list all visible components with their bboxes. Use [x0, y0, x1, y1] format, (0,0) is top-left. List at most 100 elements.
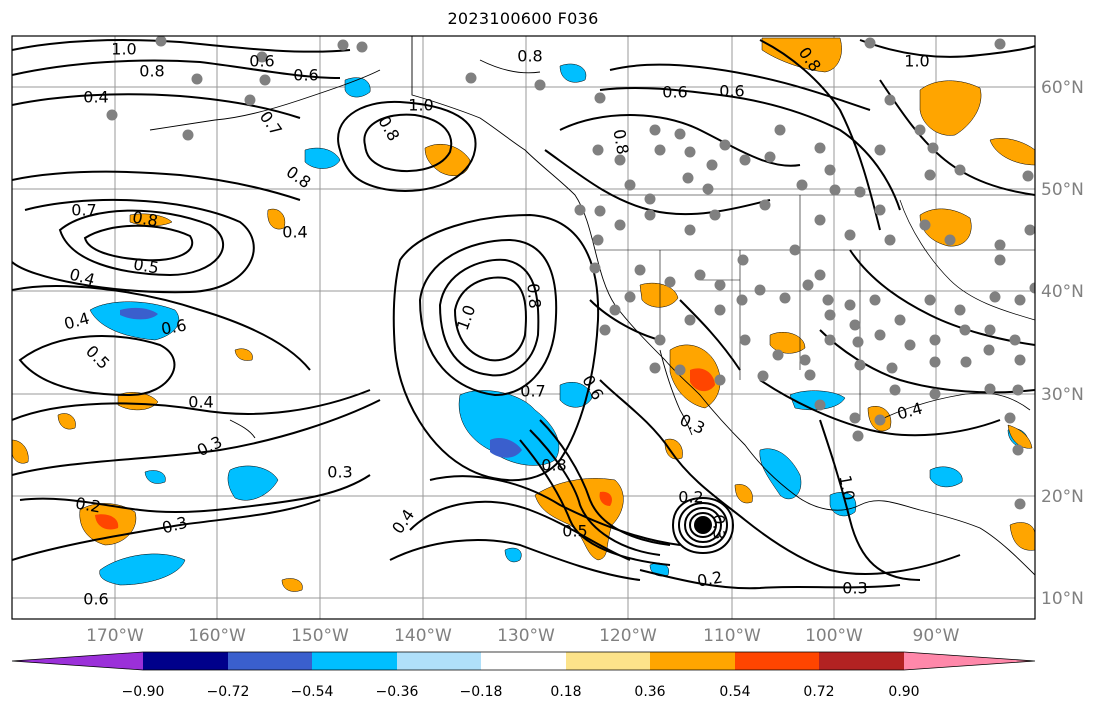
positive-patch — [1007, 424, 1033, 449]
negative-patch — [504, 547, 522, 563]
contour-label: 0.6 — [293, 66, 318, 85]
positive-patch — [690, 368, 715, 392]
station-dot — [191, 73, 203, 85]
positive-patch — [117, 392, 159, 411]
colorbar-extend-high — [904, 652, 1035, 670]
colorbar-label: 0.72 — [803, 684, 834, 700]
station-dot — [824, 309, 836, 321]
station-dot — [960, 356, 972, 368]
station-dot — [465, 72, 477, 84]
contour-label: 0.4 — [282, 223, 307, 242]
contour-label: 0.8 — [609, 128, 632, 156]
station-dot — [719, 139, 731, 151]
lon-tick-label: 100°W — [805, 626, 863, 646]
station-dot — [864, 37, 876, 49]
station-dot — [804, 369, 816, 381]
station-dot — [929, 356, 941, 368]
contour-label: 0.8 — [541, 456, 566, 475]
station-dot — [702, 183, 714, 195]
station-dot — [822, 294, 834, 306]
station-dot — [929, 388, 941, 400]
negative-patch — [99, 553, 186, 586]
station-dot — [256, 51, 268, 63]
contour-label: 1.0 — [408, 96, 433, 115]
station-dot — [852, 336, 864, 348]
station-dot — [649, 362, 661, 374]
contour-label: 0.7 — [520, 382, 545, 401]
station-dot — [649, 124, 661, 136]
contour-label: 0.3 — [842, 579, 867, 598]
contour-label: 0.5 — [562, 522, 587, 541]
station-dot — [919, 219, 931, 231]
colorbar-segment — [312, 652, 397, 670]
negative-patch — [490, 438, 522, 458]
station-dot — [1014, 498, 1026, 510]
station-dot — [1004, 412, 1016, 424]
contour-label: 0.2 — [678, 488, 703, 507]
station-dot — [682, 172, 694, 184]
station-dot — [674, 364, 686, 376]
lat-tick-label: 10°N — [1041, 589, 1084, 609]
station-dot — [844, 229, 856, 241]
colorbar-label: −0.36 — [376, 684, 419, 700]
lon-tick-label: 150°W — [291, 626, 349, 646]
station-dot — [599, 324, 611, 336]
station-dot — [1022, 170, 1034, 182]
positive-patch — [129, 213, 173, 226]
station-dot — [654, 144, 666, 156]
station-dot — [824, 164, 836, 176]
colorbar-label: 0.90 — [888, 684, 919, 700]
station-dot — [802, 279, 814, 291]
lat-tick-label: 20°N — [1041, 487, 1084, 507]
station-dot — [852, 430, 864, 442]
station-dot — [1029, 282, 1035, 294]
station-dot — [574, 204, 586, 216]
lon-tick-label: 120°W — [599, 626, 657, 646]
colorbar-label: −0.72 — [207, 684, 250, 700]
station-dot — [994, 254, 1006, 266]
station-dot — [924, 294, 936, 306]
station-dot — [356, 41, 368, 53]
station-dot — [989, 291, 1001, 303]
station-dot — [954, 304, 966, 316]
positive-patch — [267, 208, 286, 230]
station-dot — [844, 299, 856, 311]
station-dot — [654, 334, 666, 346]
station-dot — [849, 412, 861, 424]
station-dot — [789, 244, 801, 256]
lat-tick-label: 30°N — [1041, 385, 1084, 405]
station-dot — [337, 39, 349, 51]
station-dot — [814, 399, 826, 411]
colorbar-segment — [566, 652, 650, 670]
station-dot — [1012, 384, 1024, 396]
station-dot — [624, 179, 636, 191]
contour-label: 0.6 — [662, 83, 687, 102]
station-dot — [1024, 224, 1035, 236]
station-dot — [889, 384, 901, 396]
station-dot — [884, 234, 896, 246]
storm-center-marker — [694, 516, 712, 534]
station-dot — [106, 109, 118, 121]
lat-tick-label: 50°N — [1041, 180, 1084, 200]
station-dot — [684, 224, 696, 236]
negative-patch — [304, 147, 341, 169]
negative-patch — [759, 448, 802, 500]
station-dot — [1009, 334, 1021, 346]
station-dot — [904, 339, 916, 351]
station-dot — [1012, 444, 1024, 456]
station-dot — [594, 205, 606, 217]
positive-patch — [639, 282, 679, 308]
contour-label: 0.6 — [160, 315, 188, 338]
positive-patch — [919, 208, 972, 247]
station-dot — [757, 370, 769, 382]
negative-patch — [344, 77, 371, 98]
colorbar-segment — [397, 652, 481, 670]
station-dot — [737, 254, 749, 266]
colorbar-segment — [143, 652, 228, 670]
station-dots — [106, 36, 1035, 510]
negative-patch — [929, 466, 963, 488]
lat-tick-label: 60°N — [1041, 78, 1084, 98]
contour-label: 0.8 — [517, 47, 542, 66]
positive-patch — [599, 491, 612, 506]
